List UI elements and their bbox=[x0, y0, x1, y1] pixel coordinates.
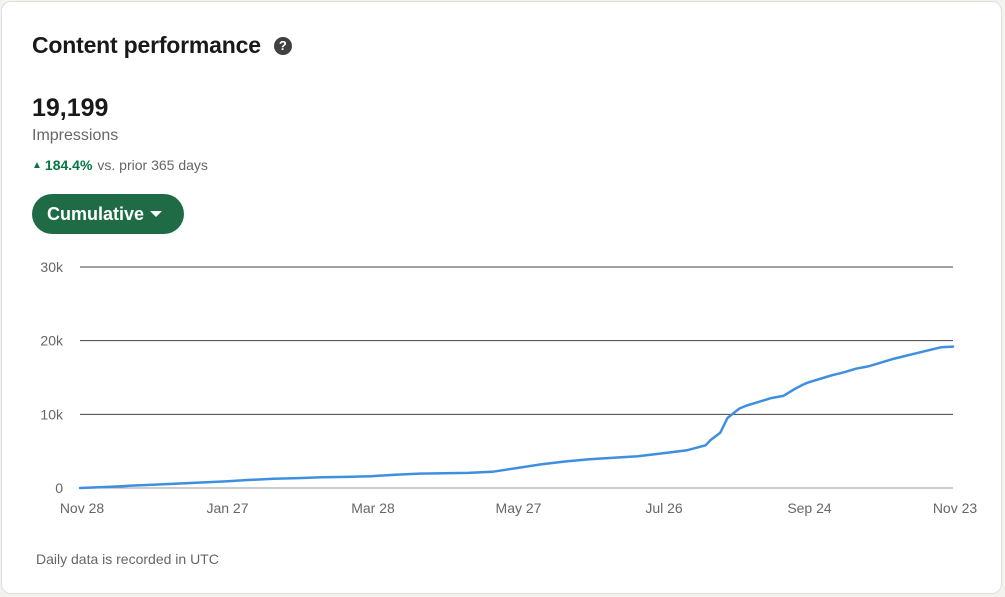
y-tick-label: 20k bbox=[40, 333, 64, 349]
impressions-value: 19,199 bbox=[32, 94, 109, 122]
x-tick-label: Mar 28 bbox=[351, 500, 395, 516]
triangle-up-icon: ▲ bbox=[32, 159, 42, 171]
x-tick-label: Jul 26 bbox=[645, 500, 683, 516]
x-tick-label: Nov 28 bbox=[60, 500, 105, 516]
y-tick-label: 0 bbox=[55, 480, 63, 496]
cumulative-dropdown-button[interactable]: Cumulative bbox=[32, 194, 185, 234]
impressions-label: Impressions bbox=[32, 127, 119, 144]
page-title: Content performance bbox=[32, 32, 261, 58]
trend-comparison-text: vs. prior 365 days bbox=[97, 157, 208, 173]
y-tick-label: 30k bbox=[40, 259, 64, 275]
trend-row: ▲ 184.4% vs. prior 365 days bbox=[32, 157, 208, 173]
trend-percent: 184.4% bbox=[44, 157, 93, 173]
dropdown-label: Cumulative bbox=[47, 203, 145, 224]
chart-series bbox=[78, 345, 955, 490]
title-row: Content performance ? bbox=[32, 32, 292, 59]
x-tick-label: Jan 27 bbox=[206, 500, 248, 516]
chart-y-ticks: 0 10k 20k 30k bbox=[40, 259, 64, 496]
x-tick-label: May 27 bbox=[496, 500, 542, 516]
chart-gridlines bbox=[80, 266, 953, 489]
x-tick-label: Nov 23 bbox=[933, 500, 978, 516]
footnote: Daily data is recorded in UTC bbox=[36, 551, 219, 567]
impressions-series-line bbox=[78, 345, 955, 490]
chart-x-ticks: Nov 28 Jan 27 Mar 28 May 27 Jul 26 Sep 24 Nov … bbox=[60, 500, 978, 516]
x-tick-label: Sep 24 bbox=[787, 500, 832, 516]
question-circle-icon[interactable]: ? bbox=[273, 36, 292, 55]
caret-down-icon bbox=[150, 211, 163, 217]
y-tick-label: 10k bbox=[40, 406, 64, 422]
